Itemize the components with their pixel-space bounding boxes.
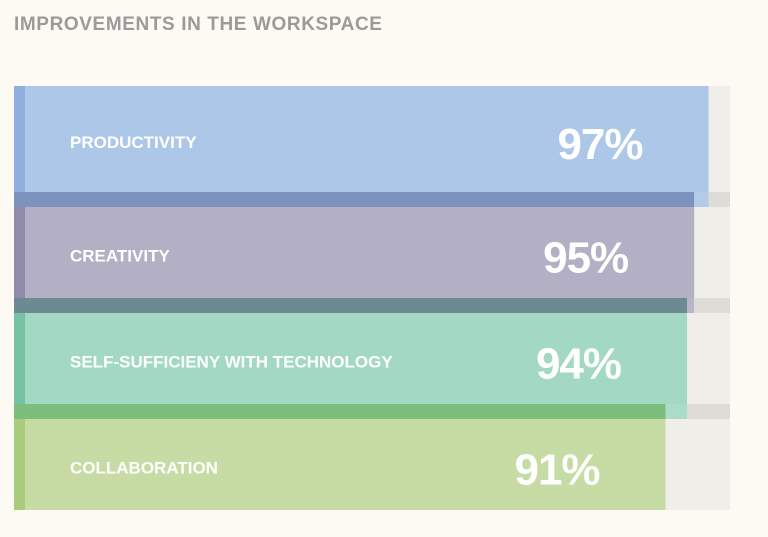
value-label: 95% xyxy=(543,234,628,283)
bar-overlap-band xyxy=(14,192,695,207)
chart-title: IMPROVEMENTS IN THE WORKSPACE xyxy=(14,14,383,35)
track-overlap-band xyxy=(694,298,730,313)
category-label: PRODUCTIVITY xyxy=(70,133,197,152)
track-overlap-band xyxy=(687,404,730,419)
bar-overlap-band-tail xyxy=(665,404,688,419)
category-label: COLLABORATION xyxy=(70,459,218,478)
category-label: SELF-SUFFICIENY WITH TECHNOLOGY xyxy=(70,353,393,372)
bar-4[interactable] xyxy=(14,404,666,510)
bar-accent-strip xyxy=(14,298,25,404)
value-label: 91% xyxy=(514,446,599,495)
bar-accent-strip xyxy=(14,86,25,192)
bar-2[interactable] xyxy=(14,192,695,298)
bar-accent-strip xyxy=(14,192,25,298)
bar-overlap-band-tail xyxy=(687,298,695,313)
bar-overlap-band xyxy=(14,298,688,313)
bar-overlap-band-tail xyxy=(694,192,709,207)
bar-3[interactable] xyxy=(14,298,688,404)
bar-overlap-band xyxy=(14,404,666,419)
bar-1[interactable] xyxy=(14,86,709,192)
value-label: 94% xyxy=(536,340,621,389)
value-label: 97% xyxy=(557,120,642,169)
track-overlap-band xyxy=(708,192,730,207)
category-label: CREATIVITY xyxy=(70,247,170,266)
bar-accent-strip xyxy=(14,404,25,510)
